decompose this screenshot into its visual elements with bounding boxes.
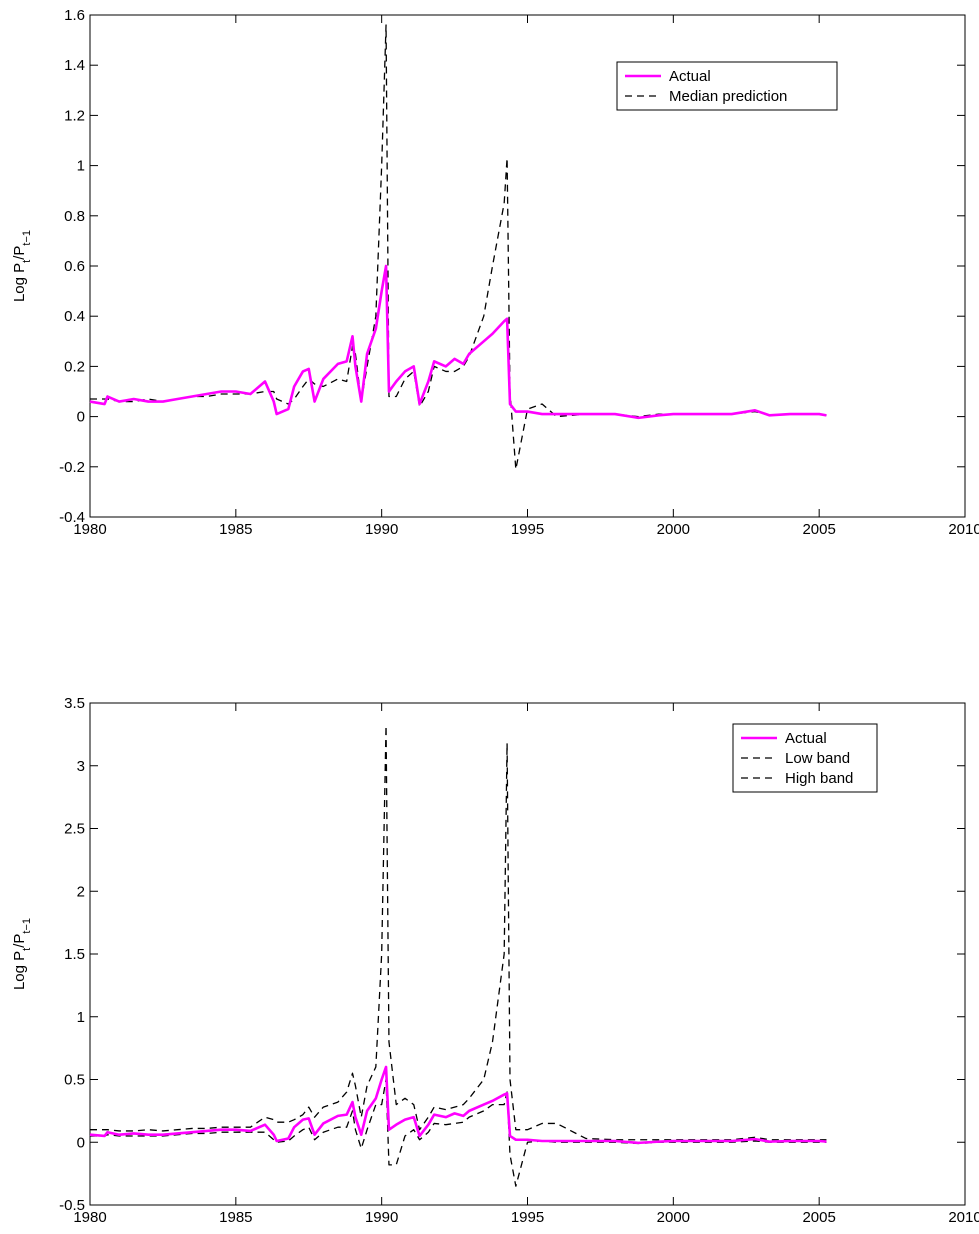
y-axis-label-part: Log P	[11, 263, 28, 302]
legend-label: High band	[785, 770, 853, 787]
y-axis-label-part: /P	[11, 934, 28, 948]
y-tick-label: 0	[77, 409, 85, 426]
y-tick-label: 1.6	[64, 7, 85, 24]
series-line	[90, 724, 827, 1141]
y-tick-label: 1.5	[64, 946, 85, 963]
y-axis-label-subscript: t	[21, 948, 33, 951]
legend-label: Actual	[785, 730, 827, 747]
x-tick-label: 1990	[365, 521, 398, 538]
x-tick-label: 2005	[802, 1209, 835, 1226]
x-tick-label: 2000	[657, 1209, 690, 1226]
series-line	[90, 1078, 827, 1187]
y-tick-label: 1.2	[64, 107, 85, 124]
y-tick-label: 3	[77, 758, 85, 775]
x-tick-label: 2010	[948, 521, 979, 538]
x-tick-label: 1995	[511, 1209, 544, 1226]
legend-box	[616, 61, 838, 111]
x-tick-label: 1980	[73, 1209, 106, 1226]
y-tick-label: -0.5	[59, 1197, 85, 1214]
series-line	[90, 24, 827, 470]
y-tick-label: 0.2	[64, 358, 85, 375]
y-tick-label: -0.2	[59, 459, 85, 476]
y-tick-label: 1	[77, 1009, 85, 1026]
y-tick-label: 3.5	[64, 695, 85, 712]
y-axis-label-subscript: t−1	[21, 918, 33, 934]
x-tick-label: 1995	[511, 521, 544, 538]
y-tick-label: 2	[77, 883, 85, 900]
series-line	[89, 264, 827, 420]
y-tick-label: 0	[77, 1134, 85, 1151]
legend-label: Median prediction	[669, 88, 787, 105]
x-tick-label: 1980	[73, 521, 106, 538]
y-axis-label: Log Pt/Pt−1	[11, 230, 33, 302]
y-axis-label-part: /P	[11, 246, 28, 260]
x-tick-label: 2005	[802, 521, 835, 538]
y-tick-label: 1	[77, 158, 85, 175]
legend-label: Low band	[785, 750, 850, 767]
series-line	[89, 1065, 827, 1145]
x-tick-label: 1985	[219, 1209, 252, 1226]
y-tick-label: 1.4	[64, 57, 85, 74]
x-tick-label: 2010	[948, 1209, 979, 1226]
x-tick-label: 2000	[657, 521, 690, 538]
y-tick-label: 2.5	[64, 821, 85, 838]
y-tick-label: 0.5	[64, 1072, 85, 1089]
y-axis-label-part: Log P	[11, 951, 28, 990]
x-tick-label: 1985	[219, 521, 252, 538]
x-tick-label: 1990	[365, 1209, 398, 1226]
y-axis-label: Log Pt/Pt−1	[11, 918, 33, 990]
y-axis-label-subscript: t−1	[21, 230, 33, 246]
legend-label: Actual	[669, 68, 711, 85]
y-tick-label: 0.8	[64, 208, 85, 225]
y-tick-label: 0.6	[64, 258, 85, 275]
y-axis-label-subscript: t	[21, 260, 33, 263]
y-tick-label: 0.4	[64, 308, 85, 325]
y-tick-label: -0.4	[59, 509, 85, 526]
